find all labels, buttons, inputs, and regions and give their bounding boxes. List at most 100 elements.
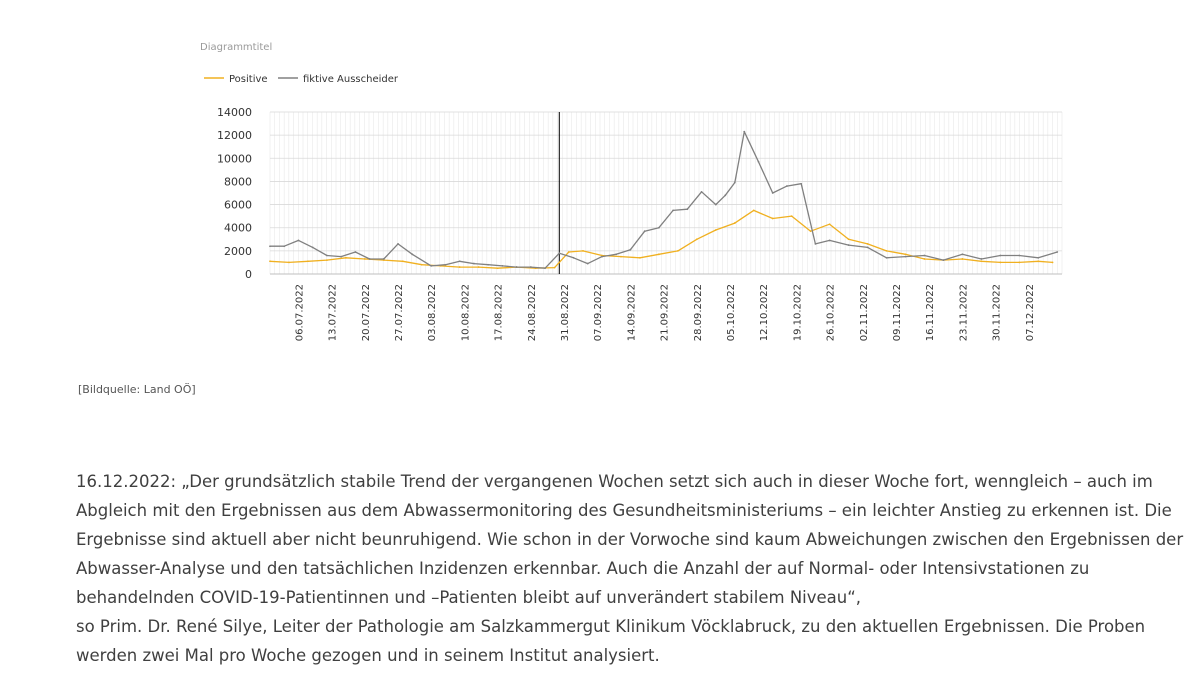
data-point-1: [800, 182, 803, 185]
data-point-0: [885, 249, 888, 252]
article-text: 16.12.2022: „Der grundsätzlich stabile T…: [76, 467, 1186, 670]
chart-container: Diagrammtitel Positive fiktive Ausscheider…: [190, 30, 1090, 360]
data-point-1: [411, 253, 414, 256]
x-tick-label: 30.11.2022: [992, 284, 1003, 341]
x-tick-label: 17.08.2022: [494, 284, 505, 341]
x-tick-label: 27.07.2022: [394, 284, 405, 341]
data-point-0: [847, 238, 850, 241]
data-point-1: [657, 226, 660, 229]
y-tick-label: 12000: [217, 129, 252, 142]
data-point-1: [686, 208, 689, 211]
x-tick-label: 13.07.2022: [328, 284, 339, 341]
data-point-0: [809, 230, 812, 233]
data-point-1: [885, 256, 888, 259]
data-point-1: [586, 262, 589, 265]
x-tick-label: 19.10.2022: [792, 284, 803, 341]
data-point-1: [529, 266, 532, 268]
y-tick-label: 14000: [217, 106, 252, 119]
data-point-0: [1051, 261, 1054, 264]
data-point-1: [771, 192, 774, 194]
article-paragraph-1: 16.12.2022: „Der grundsätzlich stabile T…: [76, 472, 1184, 607]
x-tick-label: 24.08.2022: [527, 284, 538, 341]
data-point-1: [743, 130, 746, 133]
data-point-1: [904, 255, 907, 258]
data-point-0: [771, 217, 774, 220]
data-point-1: [786, 185, 788, 187]
data-point-1: [311, 246, 314, 249]
data-point-1: [828, 239, 831, 242]
data-point-1: [458, 260, 461, 263]
data-point-0: [923, 258, 926, 260]
data-point-0: [961, 258, 964, 260]
data-point-0: [866, 243, 869, 245]
data-point-1: [629, 248, 632, 251]
data-point-1: [672, 209, 675, 212]
x-tick-label: 23.11.2022: [958, 284, 969, 341]
data-point-1: [601, 255, 603, 258]
data-point-0: [496, 267, 499, 270]
data-point-1: [473, 262, 475, 265]
data-point-0: [657, 253, 660, 256]
x-tick-label: 07.09.2022: [593, 284, 604, 341]
x-tick-label: 28.09.2022: [693, 284, 704, 341]
data-point-1: [269, 245, 271, 248]
data-point-0: [553, 266, 556, 269]
x-tick-label: 07.12.2022: [1025, 284, 1036, 341]
data-point-1: [961, 253, 964, 256]
x-tick-label: 05.10.2022: [726, 284, 737, 341]
data-point-1: [487, 263, 490, 266]
data-point-1: [700, 190, 703, 193]
data-point-0: [401, 260, 404, 263]
x-tick-label: 21.09.2022: [660, 284, 671, 341]
x-tick-label: 03.08.2022: [427, 284, 438, 341]
data-point-0: [269, 260, 271, 263]
data-point-1: [733, 181, 736, 184]
data-point-0: [639, 256, 641, 259]
x-tick-label: 09.11.2022: [892, 284, 903, 341]
data-point-1: [382, 258, 385, 260]
data-point-0: [620, 255, 622, 258]
data-point-1: [544, 267, 546, 270]
x-tick-label: 26.10.2022: [826, 284, 837, 341]
data-point-0: [1037, 260, 1040, 263]
data-point-1: [814, 243, 817, 245]
data-point-0: [477, 266, 480, 268]
data-point-1: [980, 258, 983, 260]
x-tick-label: 06.07.2022: [294, 284, 305, 341]
x-tick-label: 12.10.2022: [759, 284, 770, 341]
data-point-1: [942, 259, 945, 262]
data-point-1: [444, 263, 447, 266]
data-point-0: [695, 238, 698, 241]
y-tick-label: 0: [245, 268, 252, 281]
x-tick-label: 20.07.2022: [361, 284, 372, 341]
data-point-0: [733, 222, 736, 224]
data-point-0: [714, 229, 717, 231]
data-point-1: [1018, 254, 1021, 257]
x-tick-label: 10.08.2022: [460, 284, 471, 341]
data-point-0: [1018, 261, 1021, 264]
data-point-0: [567, 251, 570, 253]
x-tick-label: 16.11.2022: [925, 284, 936, 341]
data-point-0: [326, 259, 328, 262]
data-point-1: [397, 243, 399, 245]
data-point-1: [1037, 256, 1040, 259]
data-point-1: [297, 239, 300, 242]
data-point-0: [420, 263, 423, 266]
data-point-1: [354, 251, 357, 253]
x-tick-label: 31.08.2022: [560, 284, 571, 341]
data-point-1: [283, 245, 286, 248]
data-point-1: [923, 254, 926, 257]
data-point-1: [643, 230, 646, 233]
y-tick-label: 6000: [224, 199, 252, 212]
data-point-0: [307, 260, 309, 263]
data-point-0: [363, 258, 366, 260]
y-tick-label: 2000: [224, 245, 252, 258]
y-tick-label: 10000: [217, 152, 252, 165]
data-point-1: [340, 255, 343, 258]
chart-title: Diagrammtitel: [200, 42, 272, 53]
y-tick-label: 8000: [224, 175, 252, 188]
data-point-0: [582, 249, 584, 252]
data-point-1: [724, 194, 727, 197]
data-point-1: [847, 244, 850, 246]
data-point-1: [866, 246, 869, 249]
